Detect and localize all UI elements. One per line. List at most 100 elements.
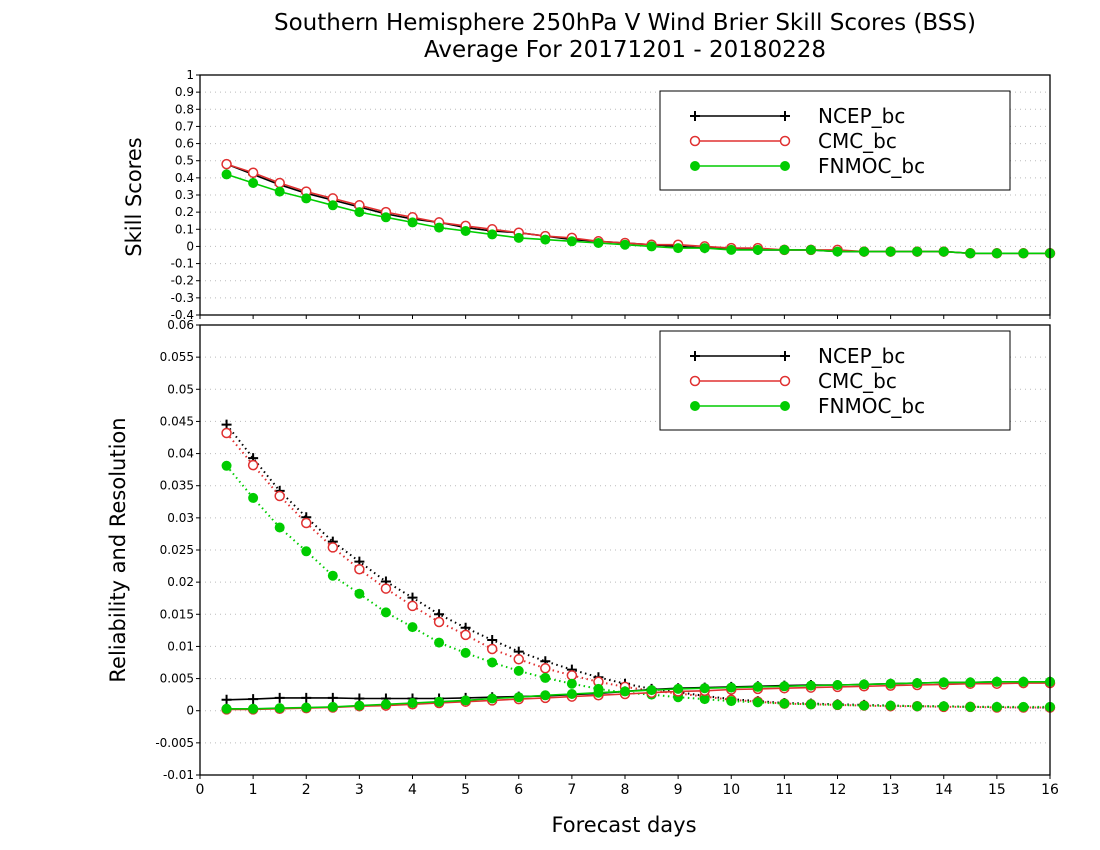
data-point (301, 692, 312, 703)
data-point (991, 676, 1002, 687)
data-point (646, 685, 657, 696)
data-point (407, 217, 418, 228)
data-point (859, 246, 870, 257)
legend-label: FNMOC_bc (818, 394, 925, 418)
y-tick-label: 0.02 (167, 575, 194, 589)
x-tick-label: 11 (775, 782, 793, 798)
data-point (912, 246, 923, 257)
series-fnmoc-bc-solid (221, 676, 1055, 714)
data-point (460, 629, 471, 641)
data-point (221, 694, 232, 705)
data-point (354, 207, 365, 218)
legend-marker (780, 111, 790, 121)
x-tick-label: 5 (461, 782, 470, 798)
y-tick-label: 0.005 (160, 672, 194, 686)
x-tick-label: 14 (935, 782, 953, 798)
data-point (805, 699, 816, 710)
data-point (407, 622, 418, 633)
y-tick-label: 0.9 (175, 85, 194, 99)
y-tick-label: 0.6 (175, 137, 194, 151)
x-tick-label: 7 (567, 782, 576, 798)
data-point (460, 226, 471, 236)
data-point (540, 690, 551, 701)
data-point (885, 700, 896, 711)
data-point (354, 700, 365, 711)
data-point (752, 244, 763, 255)
data-point (274, 177, 285, 189)
x-tick-label: 15 (988, 782, 1006, 798)
data-point (221, 169, 232, 180)
data-point (327, 570, 338, 581)
data-point (646, 241, 657, 252)
y-tick-label: 0.3 (175, 188, 194, 202)
data-point (726, 696, 737, 707)
data-point (274, 692, 285, 703)
legend-label: CMC_bc (818, 129, 897, 153)
data-point (938, 677, 949, 688)
data-point (301, 193, 312, 204)
legend-marker (780, 401, 790, 411)
data-point (699, 694, 710, 705)
data-point (221, 460, 232, 471)
plot-frame (199, 324, 1051, 776)
y-tick-label: 0.7 (175, 119, 194, 133)
data-point (938, 246, 949, 257)
x-tick-label: 10 (722, 782, 740, 798)
x-tick-label: 12 (829, 782, 847, 798)
y-tick-label: 0.5 (175, 154, 194, 168)
data-point (434, 222, 445, 233)
data-point (566, 678, 577, 689)
data-point (274, 522, 285, 533)
chart-title: Southern Hemisphere 250hPa V Wind Brier … (274, 10, 976, 36)
plot-frame (199, 74, 1051, 316)
x-tick-label: 0 (196, 782, 205, 798)
data-point (247, 167, 259, 178)
data-point (274, 703, 285, 714)
x-tick-label: 13 (882, 782, 900, 798)
y-tick-label: 0.2 (175, 205, 194, 219)
legend-marker (779, 135, 791, 147)
legend-marker (780, 351, 790, 361)
x-tick-label: 4 (408, 782, 417, 798)
y-tick-label: -0.3 (171, 291, 194, 305)
data-point (380, 583, 392, 594)
y-tick-label: -0.01 (163, 768, 194, 782)
data-point (832, 699, 843, 710)
x-tick-label: 1 (249, 782, 258, 798)
data-point (221, 158, 232, 170)
data-point (248, 703, 259, 714)
legend-marker (690, 351, 700, 361)
series-line (225, 432, 1050, 709)
skill-scores-axis-title: Skill Scores (122, 137, 146, 256)
data-point (699, 683, 710, 694)
series-cmc-bc-solid (221, 677, 1056, 715)
y-tick-label: 0.4 (175, 171, 194, 185)
data-point (965, 701, 976, 712)
legend-marker (689, 135, 701, 147)
data-point (540, 663, 551, 674)
data-point (593, 687, 604, 698)
data-point (779, 244, 790, 255)
legend-label: NCEP_bc (818, 104, 905, 128)
y-tick-label: 0 (186, 239, 194, 253)
data-point (327, 542, 339, 553)
y-tick-label: -0.1 (171, 257, 194, 271)
data-point (540, 234, 551, 245)
data-point (487, 229, 498, 240)
x-axis-title: Forecast days (551, 813, 696, 837)
data-point (540, 672, 551, 683)
y-tick-label: 0.045 (160, 414, 194, 428)
y-tick-label: 0.015 (160, 607, 194, 621)
skill-scores-panel: -0.4 -0.3 -0.2 -0.1 0 0.1 0.2 0.3 0.4 0.5 0.6 0.7 0.… (171, 68, 1056, 322)
data-point (380, 699, 391, 710)
data-point (779, 698, 790, 709)
data-point (487, 693, 498, 704)
data-point (699, 243, 710, 254)
data-point (938, 701, 949, 712)
series-line (225, 465, 1050, 708)
data-point (433, 616, 445, 628)
data-point (1018, 248, 1029, 259)
data-point (327, 692, 338, 703)
data-point (859, 700, 870, 711)
